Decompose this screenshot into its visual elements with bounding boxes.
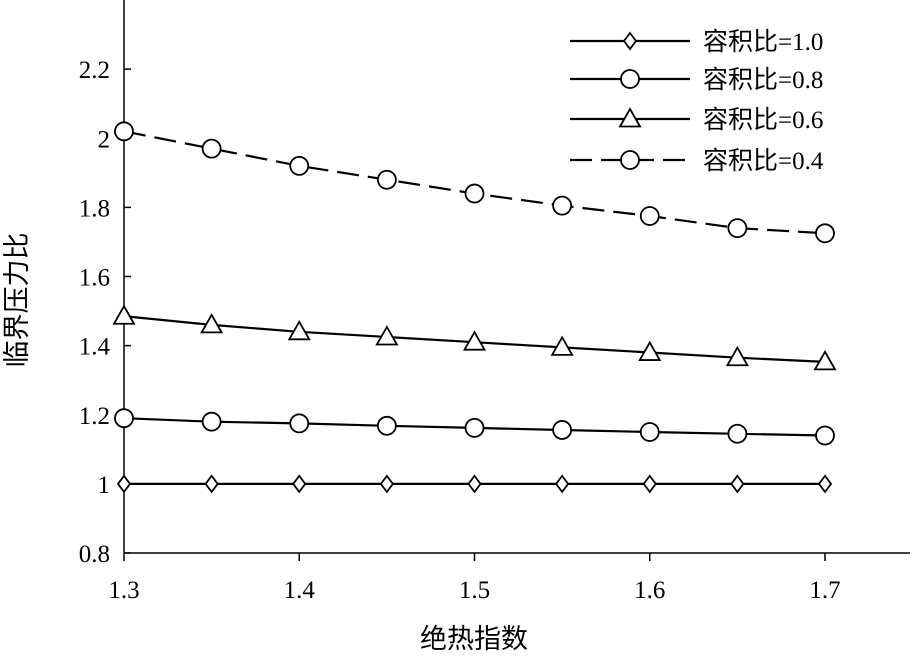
series-1 xyxy=(116,474,833,494)
data-point xyxy=(204,474,219,494)
series-line xyxy=(123,130,826,235)
data-point xyxy=(376,169,397,190)
data-point xyxy=(287,319,311,341)
data-point xyxy=(727,423,748,444)
data-point xyxy=(376,415,397,436)
data-point xyxy=(639,422,660,442)
y-tick-label: 1 xyxy=(98,472,111,499)
legend-marker xyxy=(620,150,640,170)
data-point xyxy=(379,474,394,494)
axes: 0.8 1 1.2 1.4 1.6 1.8 2 2.2 1.3 1.4 1.5 1.6 1.7 xyxy=(79,0,910,604)
data-point xyxy=(289,155,310,176)
legend-item-4: 容积比=0.4 xyxy=(570,147,824,175)
data-point xyxy=(375,325,399,346)
legend-label: 容积比=0.4 xyxy=(703,147,824,175)
legend-label: 容积比=1.0 xyxy=(703,28,823,56)
legend-item-2: 容积比=0.8 xyxy=(570,66,823,94)
data-point xyxy=(112,304,136,325)
x-tick-label: 1.5 xyxy=(459,577,490,604)
legend-marker xyxy=(620,69,640,89)
data-point xyxy=(815,425,835,446)
legend-item-3: 容积比=0.6 xyxy=(570,106,823,134)
data-point xyxy=(813,350,837,371)
data-point xyxy=(725,345,749,367)
data-point xyxy=(464,183,485,204)
data-point xyxy=(292,474,307,494)
x-axis-title: 绝热指数 xyxy=(420,624,528,654)
data-point xyxy=(639,206,660,226)
data-point xyxy=(727,218,748,239)
data-point xyxy=(815,223,835,244)
series-3 xyxy=(112,304,837,371)
x-tick-label: 1.6 xyxy=(634,577,665,604)
y-tick-label: 0.8 xyxy=(79,541,110,568)
y-tick-label: 2.2 xyxy=(79,57,110,84)
x-tick-label: 1.3 xyxy=(108,577,139,604)
legend-marker xyxy=(622,31,638,51)
data-point xyxy=(116,474,132,494)
x-tick-label: 1.4 xyxy=(284,577,316,604)
y-tick-label: 1.4 xyxy=(79,334,111,361)
data-point xyxy=(552,420,573,440)
data-point xyxy=(464,417,485,438)
y-tick-label: 2 xyxy=(98,126,111,153)
data-point xyxy=(201,138,222,159)
y-tick-label: 1.6 xyxy=(79,265,110,292)
data-point xyxy=(467,474,482,494)
y-tick-label: 1.2 xyxy=(79,403,110,430)
data-point xyxy=(201,411,222,432)
data-point xyxy=(550,335,574,356)
series-2 xyxy=(114,408,835,446)
y-tick-label: 1.8 xyxy=(79,195,110,222)
data-point xyxy=(200,313,224,334)
legend-label: 容积比=0.8 xyxy=(703,66,823,94)
data-point xyxy=(817,474,833,494)
data-point xyxy=(730,474,745,494)
series-layer xyxy=(112,121,837,494)
data-point xyxy=(114,408,134,429)
series-4 xyxy=(114,121,835,244)
data-point xyxy=(638,340,662,361)
data-point xyxy=(114,121,134,142)
data-point xyxy=(555,474,570,494)
data-point xyxy=(552,195,573,216)
x-tick-label: 1.7 xyxy=(809,577,840,604)
y-axis-title: 临界压力比 xyxy=(2,233,32,368)
data-point xyxy=(642,474,657,494)
legend-label: 容积比=0.6 xyxy=(703,106,823,134)
data-point xyxy=(462,330,487,351)
legend-marker xyxy=(618,107,642,128)
legend-item-1: 容积比=1.0 xyxy=(570,28,823,56)
data-point xyxy=(289,413,310,434)
legend: 容积比=1.0 容积比=0.8 容积比=0.6 容积比=0.4 xyxy=(570,28,824,175)
